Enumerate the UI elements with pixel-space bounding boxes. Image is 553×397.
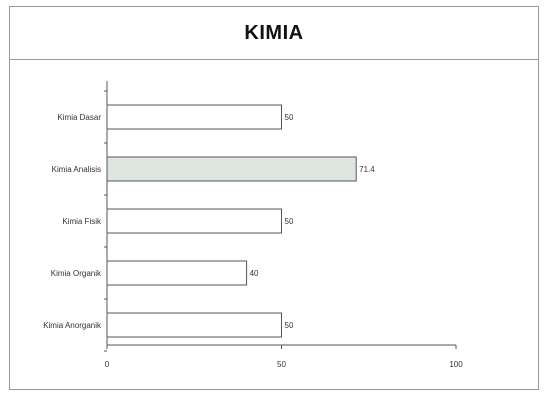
category-label: Kimia Dasar	[57, 113, 101, 122]
x-tick-label: 50	[277, 360, 286, 369]
data-label: 40	[250, 269, 259, 278]
x-tick-label: 100	[449, 360, 463, 369]
chart-title: KIMIA	[244, 21, 304, 44]
bar	[106, 104, 282, 130]
bar	[106, 312, 282, 338]
x-tick-label: 0	[105, 360, 110, 369]
data-label: 50	[285, 217, 294, 226]
category-label: Kimia Anorganik	[43, 321, 102, 330]
bar	[106, 156, 357, 182]
data-label: 71.4	[359, 165, 375, 174]
category-label: Kimia Organik	[51, 269, 102, 278]
category-label: Kimia Fisik	[62, 217, 102, 226]
title-bar: KIMIA	[10, 7, 538, 60]
data-label: 50	[285, 321, 294, 330]
category-label: Kimia Analisis	[52, 165, 101, 174]
bar	[106, 260, 248, 286]
data-label: 50	[285, 113, 294, 122]
bar	[106, 208, 282, 234]
